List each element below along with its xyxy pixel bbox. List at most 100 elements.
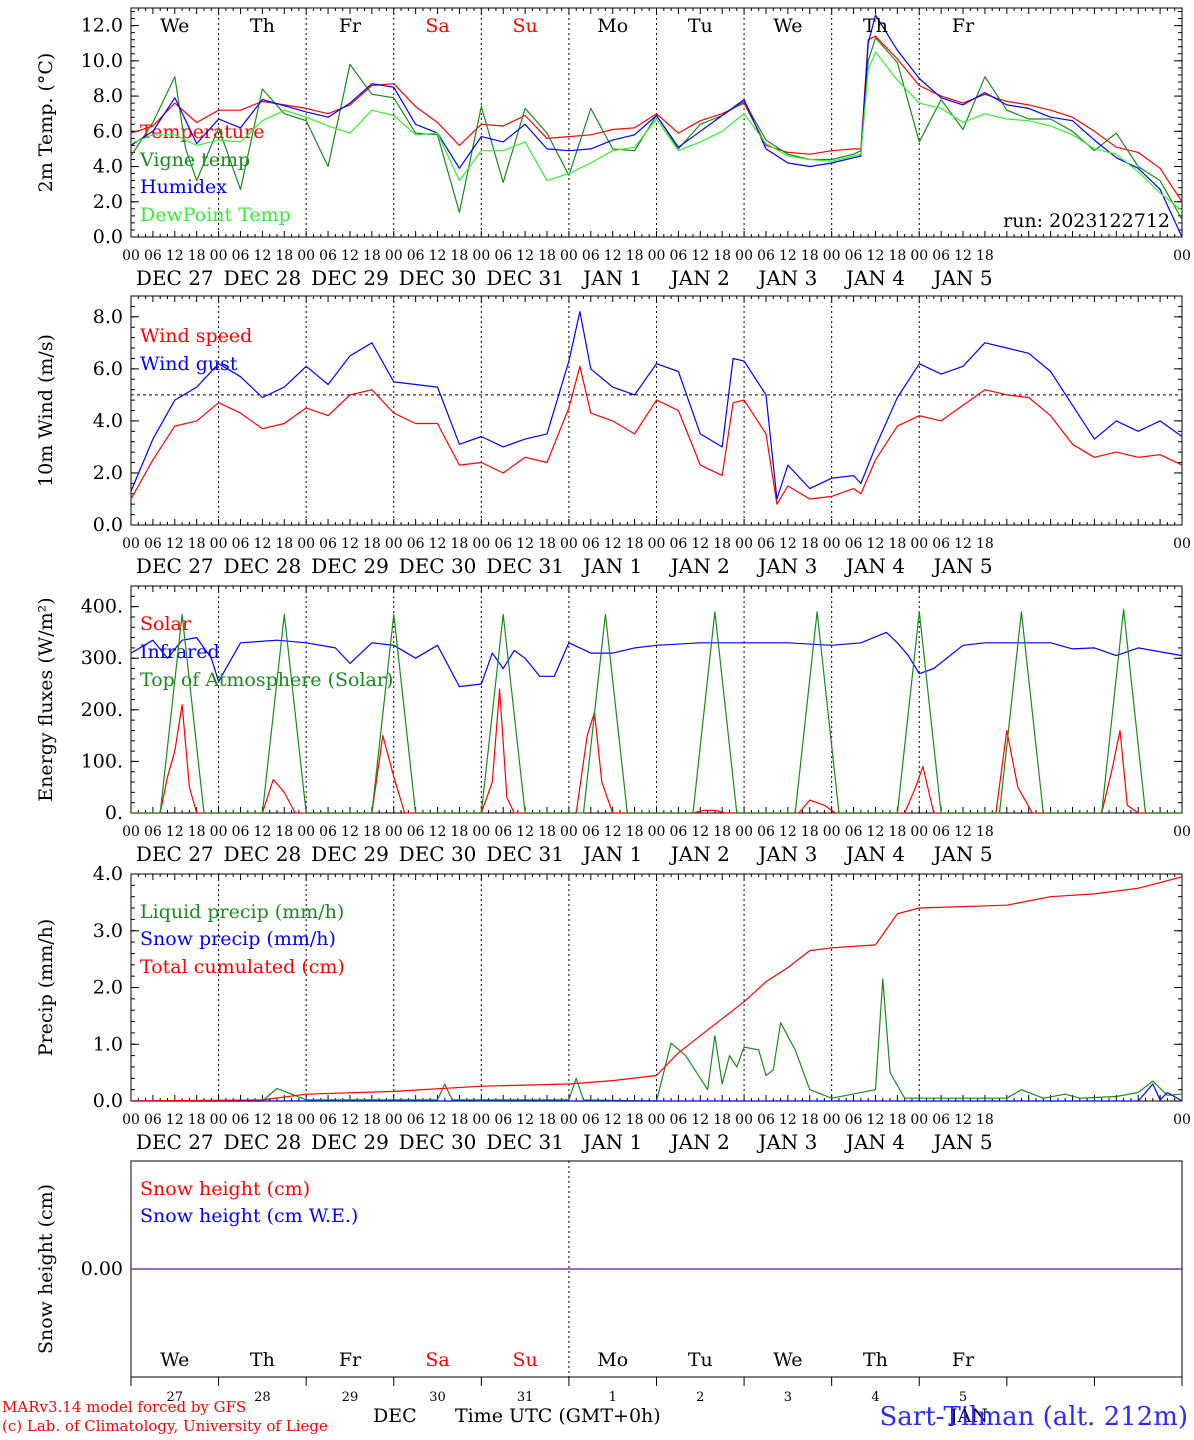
date-label: DEC 28: [224, 554, 302, 578]
day-of-week-label: Su: [512, 15, 537, 37]
hour-label: 18: [976, 248, 994, 264]
run-label: run: 2023122712: [1003, 210, 1170, 232]
hour-label: 12: [604, 1112, 622, 1128]
date-label: DEC 29: [311, 266, 389, 290]
hour-label: 06: [932, 1112, 950, 1128]
hour-label: 06: [144, 536, 162, 552]
hour-label: 00: [735, 248, 753, 264]
legend-entry: Wind gust: [140, 353, 238, 375]
date-label: JAN 1: [581, 266, 642, 290]
date-label: JAN 3: [756, 554, 817, 578]
date-label: DEC 30: [399, 842, 477, 866]
hour-label: 12: [779, 1112, 797, 1128]
hour-label: 06: [932, 536, 950, 552]
y-axis-label: 2m Temp. (°C): [35, 53, 57, 193]
legend-entry: Temperature: [140, 121, 264, 143]
hour-label: 06: [582, 248, 600, 264]
date-label: DEC 28: [224, 1130, 302, 1154]
date-label: JAN 5: [932, 554, 993, 578]
hour-label: 12: [604, 248, 622, 264]
footer-credits: MARv3.14 model forced by GFS (c) Lab. of…: [2, 1398, 328, 1436]
y-tick-label: 2.0: [93, 462, 123, 484]
hour-label: 18: [626, 1112, 644, 1128]
date-label: JAN 1: [581, 842, 642, 866]
hour-label: 18: [713, 824, 731, 840]
hour-label: 12: [166, 824, 184, 840]
hour-label: 06: [669, 824, 687, 840]
hour-label: 06: [407, 824, 425, 840]
y-tick-label: 8.0: [93, 306, 123, 328]
date-label: DEC 29: [311, 1130, 389, 1154]
hour-label: 12: [253, 1112, 271, 1128]
hour-label: 06: [582, 824, 600, 840]
day-of-week-label: We: [160, 15, 189, 37]
date-label: JAN 3: [756, 1130, 817, 1154]
day-of-week-label: Th: [863, 1349, 888, 1371]
y-tick-label: 1.0: [93, 1033, 123, 1055]
hour-label: 00: [1173, 536, 1191, 552]
hour-label: 18: [801, 536, 819, 552]
y-tick-label: 300.: [81, 647, 123, 669]
hour-label: 00: [210, 824, 228, 840]
legend-entry: Infrared: [140, 641, 220, 663]
y-tick-label: 0.0: [93, 226, 123, 248]
y-tick-label: 400.: [81, 596, 123, 618]
hour-label: 18: [451, 248, 469, 264]
hour-label: 00: [122, 824, 140, 840]
date-label: DEC 27: [136, 266, 214, 290]
hour-label: 00: [560, 1112, 578, 1128]
hour-label: 18: [626, 824, 644, 840]
date-label: JAN 2: [669, 554, 730, 578]
legend-entry: Liquid precip (mm/h): [140, 901, 344, 923]
series-line-humidex: [130, 14, 1183, 238]
hour-label: 00: [472, 536, 490, 552]
y-axis-label: Energy fluxes (W/m²): [35, 597, 57, 801]
hour-label: 18: [976, 1112, 994, 1128]
hour-label: 12: [867, 248, 885, 264]
hour-label: 00: [1173, 824, 1191, 840]
day-of-week-label: Mo: [597, 1349, 628, 1371]
hour-label: 06: [494, 248, 512, 264]
hour-label: 12: [341, 824, 359, 840]
day-of-week-label: Tu: [688, 1349, 713, 1371]
hour-label: 06: [232, 248, 250, 264]
day-of-week-label: Fr: [339, 15, 362, 37]
day-number-label: 28: [254, 1390, 271, 1405]
y-axis-label: Snow height (cm): [35, 1184, 57, 1354]
hour-label: 18: [275, 248, 293, 264]
day-number-label: 1: [609, 1390, 617, 1405]
hour-label: 18: [538, 248, 556, 264]
hour-label: 00: [910, 248, 928, 264]
day-of-week-label: Tu: [688, 15, 713, 37]
hour-label: 12: [691, 536, 709, 552]
date-label: DEC 31: [486, 554, 564, 578]
date-label: JAN 4: [844, 842, 905, 866]
day-number-label: 29: [342, 1390, 359, 1405]
legend-entry: Top of Atmosphere (Solar): [140, 669, 393, 691]
hour-label: 06: [669, 1112, 687, 1128]
date-label: DEC 27: [136, 1130, 214, 1154]
hour-label: 18: [976, 824, 994, 840]
hour-label: 00: [560, 536, 578, 552]
date-label: DEC 30: [399, 1130, 477, 1154]
hour-label: 00: [297, 824, 315, 840]
hour-label: 00: [472, 824, 490, 840]
hour-label: 00: [735, 824, 753, 840]
hour-label: 00: [385, 248, 403, 264]
hour-label: 18: [538, 824, 556, 840]
date-label: JAN 3: [756, 266, 817, 290]
date-label: JAN 4: [844, 266, 905, 290]
hour-label: 00: [910, 1112, 928, 1128]
legend-entry: Wind speed: [140, 325, 252, 347]
hour-label: 00: [648, 248, 666, 264]
legend-entry: Vigne temp: [139, 149, 250, 171]
hour-label: 12: [166, 1112, 184, 1128]
hour-label: 00: [297, 248, 315, 264]
hour-label: 06: [845, 1112, 863, 1128]
date-label: JAN 5: [932, 266, 993, 290]
day-number-label: 2: [696, 1390, 704, 1405]
hour-label: 12: [867, 1112, 885, 1128]
panel-frame: [130, 7, 1183, 238]
footer-lab: (c) Lab. of Climatology, University of L…: [2, 1417, 328, 1435]
hour-label: 06: [144, 1112, 162, 1128]
